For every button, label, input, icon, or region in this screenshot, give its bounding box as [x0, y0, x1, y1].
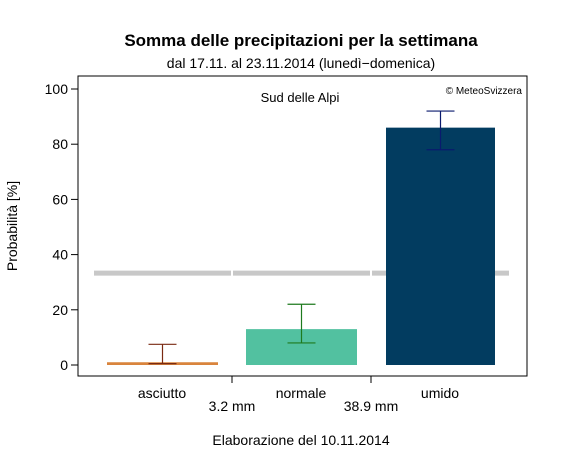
footer-label: Elaborazione del 10.11.2014: [212, 432, 389, 448]
x-category-label: umido: [421, 385, 459, 401]
x-category-label: normale: [276, 385, 327, 401]
error-bars: [148, 110, 455, 365]
bars: [107, 127, 495, 365]
credit-label: © MeteoSvizzera: [446, 86, 523, 97]
chart-subtitle: dal 17.11. al 23.11.2014 (lunedì−domenic…: [167, 55, 435, 71]
y-tick-label: 40: [52, 247, 68, 263]
region-label: Sud delle Alpi: [261, 90, 340, 105]
y-tick-label: 0: [60, 357, 68, 373]
x-threshold-label: 3.2 mm: [209, 398, 256, 414]
y-axis-label: Probabilità [%]: [4, 181, 20, 271]
x-axis: asciutto normale umido 3.2 mm 38.9 mm: [138, 376, 459, 414]
bar-umido: [386, 127, 495, 365]
y-tick-label: 20: [52, 302, 68, 318]
chart-title: Somma delle precipitazioni per la settim…: [124, 31, 478, 50]
x-threshold-label: 38.9 mm: [344, 398, 398, 414]
y-tick-label: 100: [45, 81, 69, 97]
plot-frame: [77, 75, 528, 377]
y-axis: 0 20 40 60 80 100: [45, 81, 78, 373]
y-tick-label: 80: [52, 136, 68, 152]
y-tick-label: 60: [52, 191, 68, 207]
x-category-label: asciutto: [138, 385, 186, 401]
